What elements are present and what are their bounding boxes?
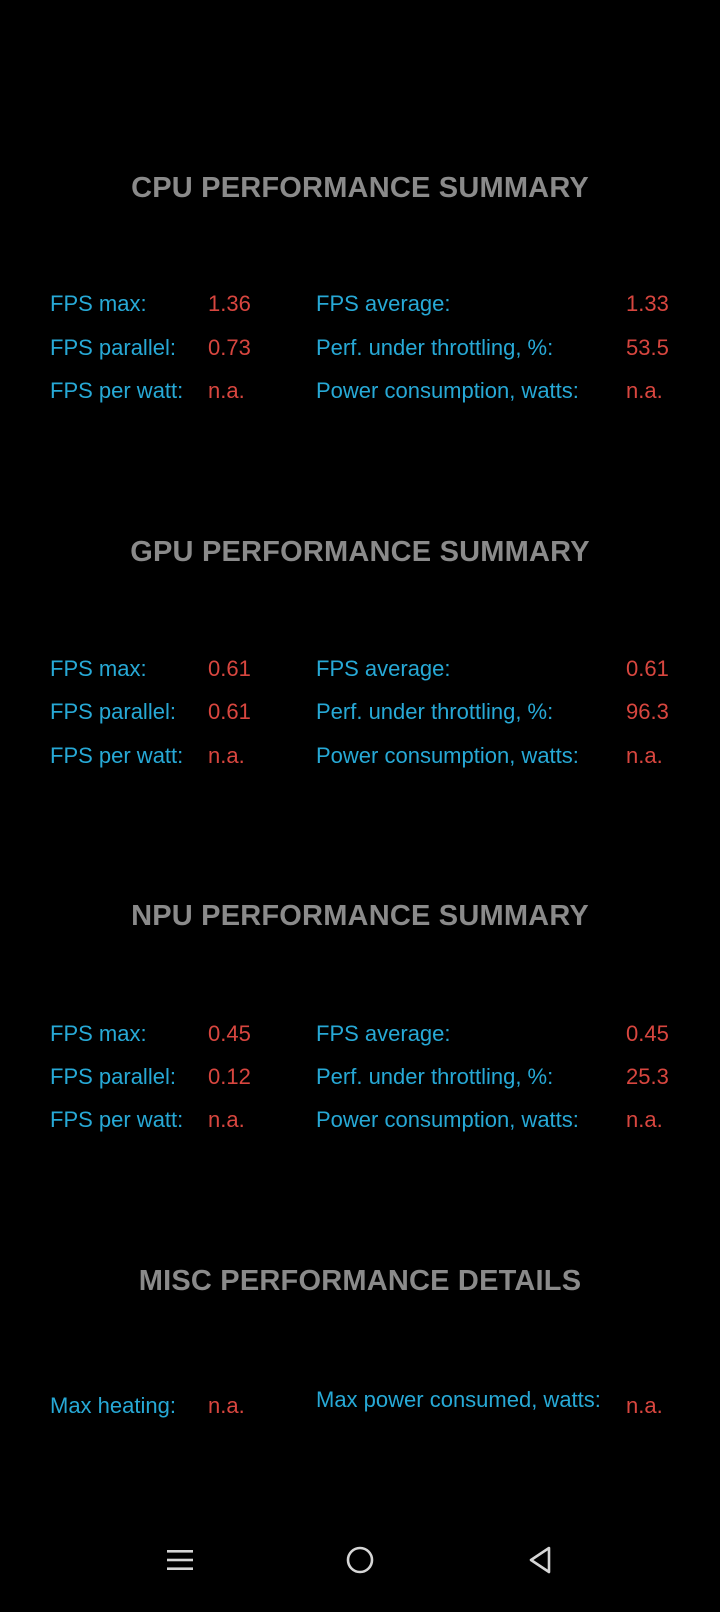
gpu-fps-parallel-value: 0.61	[208, 699, 251, 724]
cpu-throttling-label: Perf. under throttling, %:	[316, 335, 554, 360]
gpu-fps-max-label: FPS max:	[50, 656, 147, 681]
npu-power-consumption-label: Power consumption, watts:	[316, 1107, 579, 1132]
home-button[interactable]	[330, 1530, 390, 1590]
max-heating-value: n.a.	[208, 1393, 245, 1418]
cpu-fps-max-value: 1.36	[208, 291, 251, 316]
gpu-fps-average-label: FPS average:	[316, 656, 451, 681]
npu-fps-parallel-value: 0.12	[208, 1064, 251, 1089]
cpu-fps-average-label: FPS average:	[316, 291, 451, 316]
npu-throttling-label: Perf. under throttling, %:	[316, 1064, 554, 1089]
gpu-fps-per-watt-value: n.a.	[208, 743, 245, 768]
menu-icon	[167, 1550, 193, 1570]
max-heating-label: Max heating:	[50, 1393, 176, 1418]
cpu-fps-parallel-label: FPS parallel:	[50, 335, 176, 360]
cpu-fps-parallel-value: 0.73	[208, 335, 251, 360]
gpu-throttling-value: 96.3	[626, 699, 669, 724]
npu-fps-per-watt-value: n.a.	[208, 1107, 245, 1132]
npu-power-consumption-value: n.a.	[626, 1107, 663, 1132]
gpu-fps-per-watt-label: FPS per watt:	[50, 743, 184, 768]
home-circle-icon	[346, 1546, 374, 1574]
npu-fps-average-label: FPS average:	[316, 1021, 451, 1046]
back-button[interactable]	[510, 1530, 570, 1590]
gpu-summary-title: GPU PERFORMANCE SUMMARY	[130, 536, 590, 568]
system-navigation-bar	[0, 1530, 720, 1612]
cpu-fps-per-watt-label: FPS per watt:	[50, 378, 184, 403]
cpu-fps-average-value: 1.33	[626, 291, 669, 316]
npu-fps-average-value: 0.45	[626, 1021, 669, 1046]
max-power-consumed-value: n.a.	[626, 1393, 663, 1418]
misc-details-title: MISC PERFORMANCE DETAILS	[138, 1265, 582, 1297]
gpu-power-consumption-label: Power consumption, watts:	[316, 743, 579, 768]
npu-fps-max-label: FPS max:	[50, 1021, 147, 1046]
recent-apps-button[interactable]	[150, 1530, 210, 1590]
gpu-fps-average-value: 0.61	[626, 656, 669, 681]
cpu-throttling-value: 53.5	[626, 335, 669, 360]
npu-summary-title: NPU PERFORMANCE SUMMARY	[131, 900, 589, 932]
gpu-throttling-label: Perf. under throttling, %:	[316, 699, 554, 724]
max-power-consumed-label: Max power consumed, watts:	[316, 1387, 601, 1412]
npu-fps-per-watt-label: FPS per watt:	[50, 1107, 184, 1132]
npu-throttling-value: 25.3	[626, 1064, 669, 1089]
cpu-fps-max-label: FPS max:	[50, 291, 147, 316]
gpu-power-consumption-value: n.a.	[626, 743, 663, 768]
cpu-power-consumption-value: n.a.	[626, 378, 663, 403]
gpu-fps-max-value: 0.61	[208, 656, 251, 681]
cpu-power-consumption-label: Power consumption, watts:	[316, 378, 579, 403]
npu-fps-parallel-label: FPS parallel:	[50, 1064, 176, 1089]
cpu-summary-title: CPU PERFORMANCE SUMMARY	[131, 172, 589, 204]
npu-fps-max-value: 0.45	[208, 1021, 251, 1046]
gpu-fps-parallel-label: FPS parallel:	[50, 699, 176, 724]
cpu-fps-per-watt-value: n.a.	[208, 378, 245, 403]
back-triangle-icon	[529, 1546, 551, 1574]
